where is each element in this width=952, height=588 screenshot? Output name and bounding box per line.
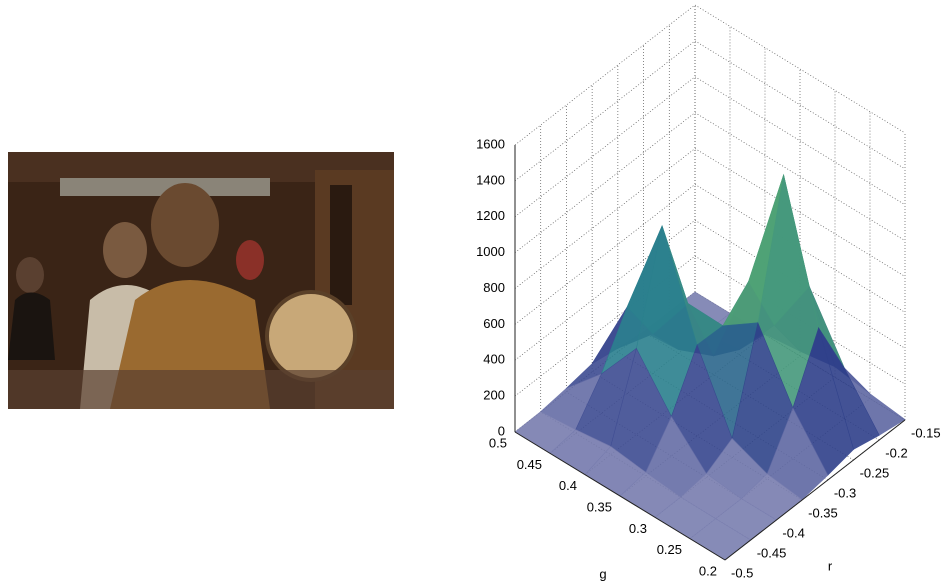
y-tick-label: 0.45 xyxy=(517,457,542,472)
x-tick-label: -0.35 xyxy=(808,505,838,520)
z-tick-label: 800 xyxy=(483,280,505,295)
y-tick-label: 0.3 xyxy=(629,521,647,536)
figure: r g 020040060080010001200140016000.20.25… xyxy=(0,0,952,583)
z-tick-label: 1200 xyxy=(476,208,505,223)
z-tick-label: 1000 xyxy=(476,244,505,259)
z-tick-label: 200 xyxy=(483,388,505,403)
y-tick-label: 0.5 xyxy=(489,435,507,450)
grid-line xyxy=(515,113,695,253)
y-tick-label: 0.35 xyxy=(587,499,612,514)
grid-line xyxy=(695,113,905,241)
z-tick-label: 1600 xyxy=(476,136,505,151)
y-axis-label: g xyxy=(599,566,606,581)
x-tick-label: -0.25 xyxy=(860,465,890,480)
x-axis-label: r xyxy=(828,558,833,573)
x-tick-label: -0.5 xyxy=(731,565,753,580)
y-tick-label: 0.2 xyxy=(699,563,717,578)
y-tick-label: 0.25 xyxy=(657,542,682,557)
x-tick-label: -0.15 xyxy=(911,425,941,440)
grid-line xyxy=(695,41,905,169)
grid-line xyxy=(695,5,905,133)
z-tick-label: 600 xyxy=(483,316,505,331)
grid-line xyxy=(695,77,905,205)
z-tick-label: 1400 xyxy=(476,172,505,187)
surface-plot: r g 020040060080010001200140016000.20.25… xyxy=(476,5,941,581)
x-tick-label: -0.4 xyxy=(782,525,804,540)
x-tick-label: -0.45 xyxy=(757,545,787,560)
grid-line xyxy=(515,41,695,181)
page: r g 020040060080010001200140016000.20.25… xyxy=(0,0,952,588)
photo xyxy=(8,152,394,409)
grid-line xyxy=(515,77,695,217)
x-tick-label: -0.3 xyxy=(834,485,856,500)
z-tick-label: 400 xyxy=(483,352,505,367)
y-tick-label: 0.4 xyxy=(559,478,577,493)
x-tick-label: -0.2 xyxy=(885,445,907,460)
grid-line xyxy=(515,5,695,145)
